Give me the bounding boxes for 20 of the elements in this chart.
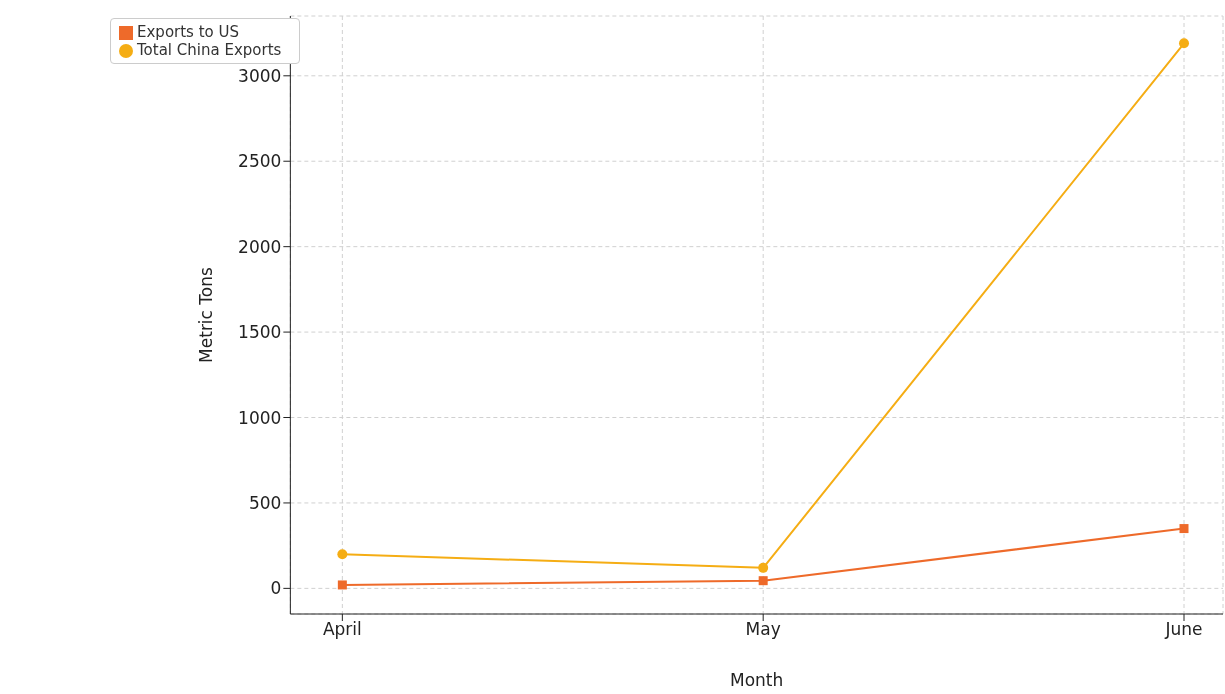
point [758, 562, 769, 573]
x-axis-title: Month [730, 670, 784, 690]
y-tick-label: 2000 [238, 236, 282, 257]
point [337, 580, 347, 590]
point [758, 576, 768, 586]
x-tick-label: April [322, 619, 362, 640]
point [337, 549, 348, 560]
y-axis-title: Metric Tons [196, 266, 217, 363]
legend-label: Total China Exports [137, 41, 282, 59]
point [1179, 524, 1189, 534]
y-tick-label: 0 [270, 578, 282, 599]
point [1179, 38, 1189, 49]
y-tick-label: 2500 [238, 151, 282, 172]
x-tick-label: June [1164, 619, 1203, 640]
y-tick-label: 3000 [238, 65, 282, 86]
y-tick-label: 500 [248, 492, 282, 513]
y-tick-label: 1500 [238, 322, 282, 343]
x-tick-label: May [745, 619, 781, 640]
legend-label: Exports to US [137, 23, 240, 41]
y-tick-label: 1000 [238, 407, 282, 428]
